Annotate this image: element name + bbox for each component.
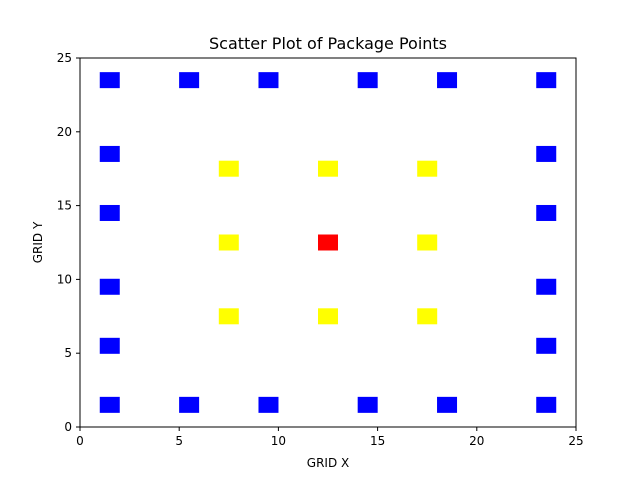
y-axis-ticks: 0 5 10 15 20 25 <box>57 51 80 434</box>
data-point-s1-4 <box>417 234 438 251</box>
data-point-s0-7 <box>536 337 557 354</box>
data-point-s1-6 <box>318 160 338 177</box>
x-tick-label: 0 <box>76 434 84 448</box>
y-tick-label: 15 <box>57 199 72 213</box>
data-markers <box>99 72 557 413</box>
data-point-s0-2 <box>258 396 279 413</box>
data-point-s0-3 <box>357 396 378 413</box>
data-point-s1-2 <box>417 308 438 325</box>
data-point-s0-17 <box>357 72 378 89</box>
y-tick-label: 0 <box>64 420 72 434</box>
plot-frame <box>79 57 577 428</box>
data-point-s1-7 <box>417 160 438 177</box>
data-point-s0-14 <box>99 72 120 89</box>
data-point-s0-16 <box>258 72 279 89</box>
data-point-s0-19 <box>536 72 557 89</box>
data-point-s0-4 <box>437 396 458 413</box>
data-point-s1-1 <box>318 308 338 325</box>
data-point-s0-0 <box>99 396 120 413</box>
y-tick-label: 10 <box>57 272 72 286</box>
data-point-s0-15 <box>179 72 200 89</box>
data-point-s1-5 <box>218 160 239 177</box>
x-tick-label: 5 <box>175 434 183 448</box>
y-tick-label: 25 <box>57 51 72 65</box>
x-tick-label: 20 <box>469 434 484 448</box>
data-point-s0-18 <box>437 72 458 89</box>
y-axis-label: GRID Y <box>31 221 45 263</box>
data-point-s0-11 <box>536 204 557 221</box>
y-tick-label: 5 <box>64 346 72 360</box>
data-point-s1-3 <box>218 234 239 251</box>
data-point-s1-0 <box>218 308 239 325</box>
x-tick-label: 10 <box>271 434 286 448</box>
data-point-s0-5 <box>536 396 557 413</box>
y-tick-label: 20 <box>57 125 72 139</box>
chart-title: Scatter Plot of Package Points <box>209 34 447 53</box>
data-point-s0-13 <box>536 145 557 162</box>
data-point-s0-6 <box>99 337 120 354</box>
data-point-s0-8 <box>99 278 120 295</box>
data-point-s0-9 <box>536 278 557 295</box>
data-point-s2-0 <box>318 234 338 251</box>
data-point-s0-10 <box>99 204 120 221</box>
data-point-s0-12 <box>99 145 120 162</box>
x-tick-label: 25 <box>568 434 583 448</box>
data-point-s0-1 <box>179 396 200 413</box>
x-tick-label: 15 <box>370 434 385 448</box>
x-axis-ticks: 0 5 10 15 20 25 <box>76 427 584 448</box>
x-axis-label: GRID X <box>307 456 349 470</box>
